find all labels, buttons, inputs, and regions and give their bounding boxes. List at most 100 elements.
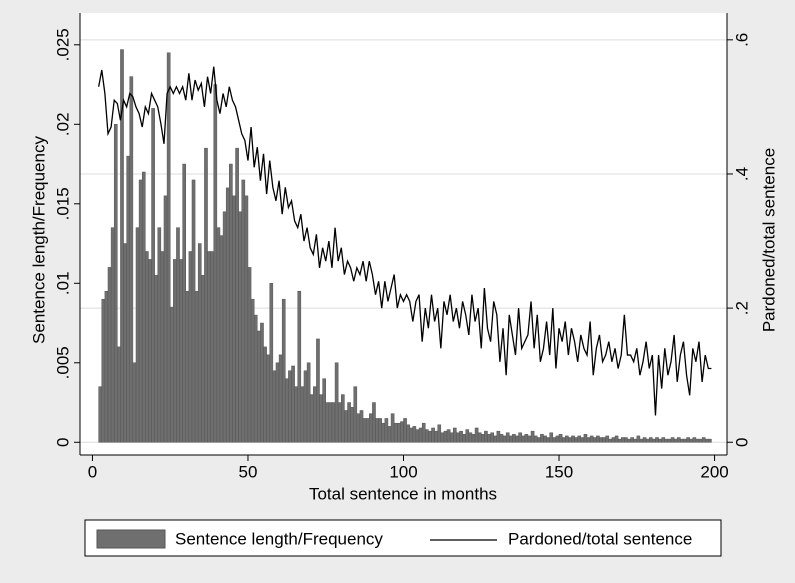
- bar: [294, 386, 298, 443]
- bar: [493, 435, 498, 443]
- bar: [397, 422, 401, 443]
- legend-swatch: [96, 529, 166, 549]
- bar: [549, 432, 554, 443]
- bar: [322, 378, 326, 443]
- bar: [313, 386, 317, 443]
- bar: [425, 429, 429, 443]
- bar: [537, 437, 541, 443]
- bar: [281, 298, 286, 443]
- bar: [459, 430, 463, 443]
- bar: [552, 437, 557, 443]
- bar: [393, 422, 398, 443]
- bar: [154, 275, 159, 443]
- bar: [285, 378, 289, 443]
- y-tick-label: .025: [53, 28, 72, 61]
- bar: [586, 437, 591, 443]
- bar: [692, 437, 697, 443]
- y2-axis-title: Pardoned/total sentence: [759, 148, 778, 332]
- y-tick-label: .01: [53, 271, 72, 295]
- bar: [306, 362, 311, 443]
- bar: [179, 259, 183, 443]
- bar: [356, 413, 361, 443]
- bar: [533, 435, 538, 443]
- bar: [204, 147, 208, 443]
- bar: [151, 108, 155, 443]
- bar: [378, 418, 382, 443]
- bar: [645, 438, 650, 443]
- bar: [390, 413, 395, 443]
- bar: [515, 435, 519, 443]
- bar: [558, 434, 563, 443]
- bar: [309, 394, 314, 443]
- bar: [415, 429, 420, 443]
- bar: [686, 437, 690, 443]
- bar: [113, 124, 118, 443]
- bar: [667, 438, 672, 443]
- bar: [658, 438, 662, 443]
- bar: [580, 437, 585, 443]
- bar: [431, 427, 435, 443]
- bar: [530, 430, 535, 443]
- bar: [620, 437, 625, 443]
- bar: [599, 437, 603, 443]
- bar: [689, 438, 694, 443]
- bar: [583, 434, 588, 443]
- bar: [611, 437, 616, 443]
- bar: [235, 147, 239, 443]
- bar: [194, 290, 199, 443]
- line: [98, 66, 712, 416]
- bar: [126, 155, 131, 443]
- bar: [617, 438, 622, 443]
- bar: [244, 195, 249, 443]
- bar: [359, 410, 364, 443]
- bar: [400, 421, 404, 443]
- bar: [325, 402, 330, 443]
- bar: [630, 437, 634, 443]
- bar: [449, 432, 454, 443]
- bar: [275, 362, 280, 443]
- bar: [698, 438, 703, 443]
- bar: [362, 418, 367, 443]
- y2-tick-label: 0: [732, 438, 751, 447]
- bar: [148, 259, 152, 443]
- y-axis-title: Sentence length/Frequency: [29, 136, 48, 344]
- bar: [278, 354, 283, 443]
- bar: [191, 179, 196, 443]
- bar: [185, 290, 190, 443]
- bar: [288, 370, 292, 443]
- bar: [98, 386, 103, 443]
- bar: [387, 426, 392, 443]
- bar: [260, 322, 264, 443]
- bar: [381, 422, 386, 443]
- bar: [110, 227, 115, 443]
- bar: [269, 283, 274, 443]
- bar: [250, 298, 255, 443]
- bar: [465, 429, 470, 443]
- bar: [163, 195, 168, 443]
- bar: [546, 437, 550, 443]
- bar: [104, 290, 109, 443]
- bar: [524, 434, 529, 443]
- bar: [428, 430, 432, 443]
- bar: [291, 365, 295, 443]
- bar: [499, 434, 504, 443]
- bar: [201, 275, 205, 443]
- bar: [577, 435, 582, 443]
- bar: [272, 370, 277, 443]
- bar: [406, 424, 410, 443]
- bar: [440, 432, 445, 443]
- bar: [708, 438, 712, 443]
- bar: [661, 437, 666, 443]
- y-tick-label: .005: [53, 346, 72, 379]
- bar: [207, 251, 211, 443]
- x-tick-label: 100: [389, 462, 417, 481]
- bar: [418, 427, 423, 443]
- bar: [673, 438, 678, 443]
- bar: [222, 211, 227, 443]
- bar: [568, 437, 572, 443]
- bar: [627, 438, 631, 443]
- x-axis-title: Total sentence in months: [309, 484, 497, 503]
- bar: [474, 427, 479, 443]
- y-tick-label: 0: [53, 438, 72, 447]
